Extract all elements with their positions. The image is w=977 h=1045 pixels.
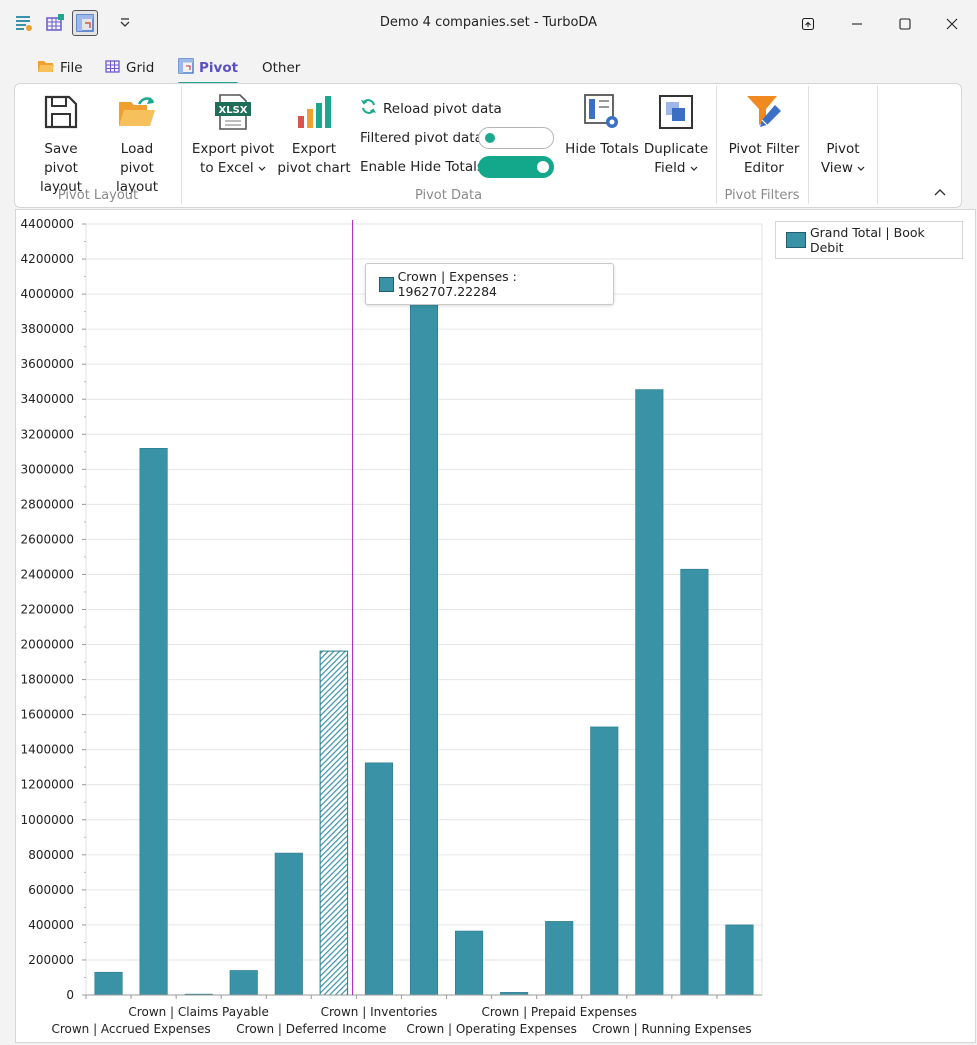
- grid-add-icon[interactable]: [42, 10, 68, 36]
- duplicate-icon: [656, 90, 696, 134]
- load-pivot-layout-line1: Load pivot: [120, 141, 154, 176]
- filtered-pivot-data-text: Filtered pivot data: [360, 130, 483, 146]
- menu-file[interactable]: File: [37, 56, 83, 80]
- filter-edit-icon: [744, 90, 784, 134]
- toggle-knob: [485, 133, 495, 143]
- ribbon-separator: [181, 86, 182, 204]
- menu-pivot-label: Pivot: [199, 60, 239, 76]
- xlsx-icon: XLSX: [213, 90, 253, 134]
- load-pivot-layout-line2: layout: [115, 179, 159, 195]
- enable-hide-totals-text: Enable Hide Totals: [360, 159, 484, 175]
- refresh-icon: [360, 98, 377, 119]
- menu-bar: File Grid Pivot Other: [0, 50, 977, 85]
- legend-label: Grand Total | Book Debit: [809, 225, 925, 255]
- pivot-filter-editor-button[interactable]: Pivot Filter Editor: [726, 90, 802, 178]
- pivot-view-line2-text: View: [820, 160, 853, 176]
- title-bar: Demo 4 companies.set - TurboDA: [0, 0, 977, 48]
- duplicate-field-line2-text: Field: [654, 160, 686, 176]
- save-pivot-layout-button[interactable]: Save pivot layout: [27, 90, 95, 197]
- duplicate-field-line1: Duplicate: [643, 141, 709, 157]
- pivot-view-line2: View: [821, 159, 865, 178]
- duplicate-field-button[interactable]: Duplicate Field: [643, 90, 709, 178]
- ribbon-separator: [877, 86, 878, 204]
- menu-grid[interactable]: Grid: [105, 56, 154, 80]
- chart-tooltip: Crown | Expenses : 1962707.22284: [365, 263, 614, 305]
- grid-icon: [105, 58, 121, 78]
- chevron-down-icon: [857, 166, 865, 171]
- chart-legend: Grand Total | Book Debit: [775, 221, 963, 259]
- pivot-view-line1: Pivot: [826, 141, 860, 157]
- pivot-menu-icon: [178, 58, 194, 78]
- export-pivot-chart-button[interactable]: Export pivot chart: [277, 90, 351, 178]
- restore-panel-icon[interactable]: [785, 9, 831, 39]
- group-label-pivot-filters: Pivot Filters: [724, 188, 800, 203]
- pivot-icon[interactable]: [72, 10, 98, 36]
- group-label-pivot-layout: Pivot Layout: [57, 188, 139, 203]
- maximize-icon[interactable]: [882, 9, 928, 39]
- export-pivot-excel-line2-text: to Excel: [200, 160, 254, 176]
- open-folder-icon: [117, 90, 157, 134]
- menu-grid-label: Grid: [126, 60, 155, 76]
- chart-pane: [15, 209, 976, 1043]
- collapse-ribbon-icon[interactable]: [934, 181, 946, 200]
- legend-swatch: [786, 232, 806, 248]
- hide-totals-button[interactable]: Hide Totals: [565, 90, 639, 159]
- ribbon-separator: [808, 86, 809, 204]
- chevron-down-icon: [690, 166, 698, 171]
- reload-pivot-data-label: Reload pivot data: [383, 100, 502, 117]
- enable-hide-totals-toggle[interactable]: [478, 156, 554, 178]
- menu-other-label: Other: [262, 60, 301, 76]
- menu-file-label: File: [60, 60, 83, 76]
- chevron-down-icon: [258, 166, 266, 171]
- pivot-filter-editor-line1: Pivot Filter: [728, 141, 800, 157]
- save-pivot-layout-line1: Save pivot: [44, 141, 78, 176]
- ribbon: Save pivot layout Load pivot layout Pivo…: [14, 83, 962, 208]
- pivot-view-button[interactable]: Pivot View: [815, 140, 871, 178]
- menu-pivot[interactable]: Pivot: [178, 56, 239, 85]
- enable-hide-totals-label: Enable Hide Totals: [360, 159, 484, 175]
- hide-totals-label: Hide Totals: [565, 141, 639, 157]
- export-pivot-chart-line2: pivot chart: [277, 160, 351, 176]
- table-edit-icon[interactable]: [11, 10, 37, 36]
- ribbon-separator: [716, 86, 717, 204]
- filtered-pivot-data-toggle[interactable]: [478, 127, 554, 149]
- tooltip-swatch: [379, 276, 394, 292]
- tooltip-text: Crown | Expenses : 1962707.22284: [397, 269, 517, 299]
- load-pivot-layout-button[interactable]: Load pivot layout: [103, 90, 171, 197]
- save-icon: [41, 90, 81, 134]
- menu-other[interactable]: Other: [262, 56, 300, 80]
- folder-icon: [37, 58, 55, 78]
- filtered-pivot-data-label: Filtered pivot data: [360, 130, 483, 146]
- toggle-knob: [537, 161, 549, 173]
- window-title: Demo 4 companies.set - TurboDA: [379, 15, 598, 30]
- bar-chart-icon: [294, 90, 334, 134]
- reload-pivot-data-button[interactable]: Reload pivot data: [360, 98, 502, 119]
- hide-totals-icon: [582, 90, 622, 134]
- export-pivot-excel-line1: Export pivot: [191, 141, 275, 157]
- minimize-icon[interactable]: [834, 9, 880, 39]
- pivot-filter-editor-line2: Editor: [744, 160, 784, 176]
- dropdown-icon[interactable]: [112, 10, 138, 36]
- export-pivot-excel-line2: to Excel: [200, 159, 266, 178]
- close-icon[interactable]: [929, 9, 975, 39]
- export-pivot-excel-button[interactable]: XLSX Export pivot to Excel: [191, 90, 275, 178]
- xlsx-icon-text: XLSX: [219, 105, 248, 116]
- export-pivot-chart-line1: Export: [291, 141, 337, 157]
- duplicate-field-line2: Field: [654, 159, 698, 178]
- save-pivot-layout-line2: layout: [39, 179, 83, 195]
- group-label-pivot-data: Pivot Data: [414, 188, 483, 203]
